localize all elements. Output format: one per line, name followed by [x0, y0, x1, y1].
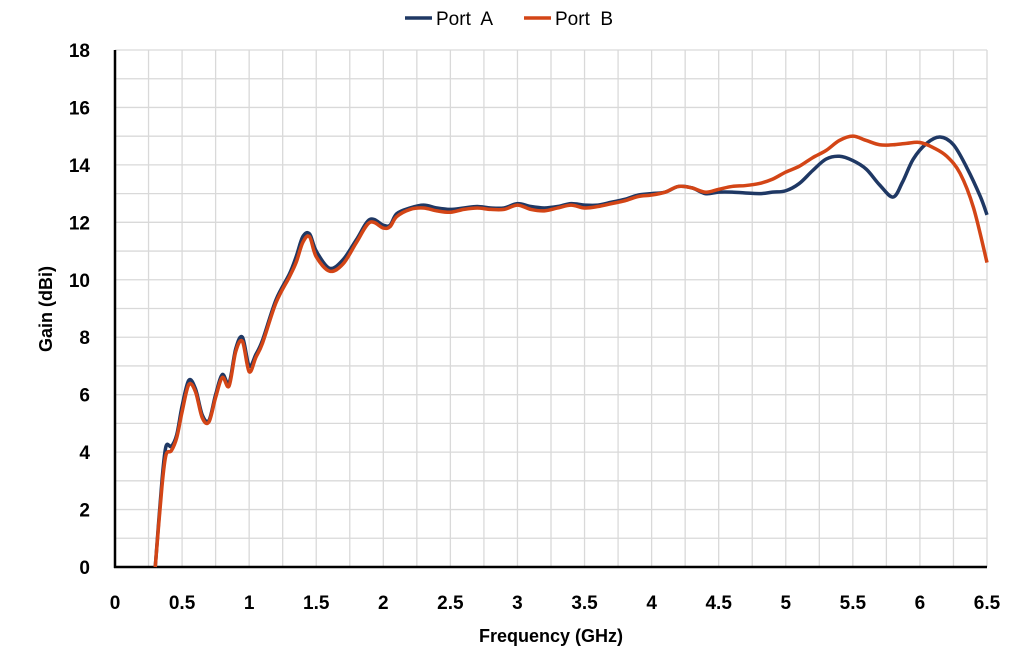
y-tick-label: 14	[69, 156, 91, 177]
y-tick-label: 0	[79, 558, 90, 579]
x-tick-label: 5	[780, 593, 791, 614]
y-tick-label: 18	[69, 41, 90, 62]
x-tick-label: 0	[110, 593, 121, 614]
x-tick-label: 1	[244, 593, 255, 614]
x-tick-label: 6.5	[974, 593, 1001, 614]
axes	[113, 50, 987, 569]
legend: Port A Port B	[405, 9, 613, 30]
x-tick-label: 1.5	[303, 593, 330, 614]
x-tick-label: 0.5	[169, 593, 196, 614]
x-tick-label: 2.5	[437, 593, 464, 614]
y-tick-label: 4	[79, 443, 90, 464]
y-tick-label: 12	[69, 213, 90, 234]
y-tick-label: 10	[69, 271, 90, 292]
legend-label-port-a: Port A	[436, 9, 493, 30]
x-tick-label: 3	[512, 593, 523, 614]
series-line-port-b	[153, 134, 989, 568]
x-tick-labels: 0 0.5 1 1.5 2 2.5 3 3.5 4 4.5 5 5.5 6 6.5	[110, 593, 1001, 614]
x-tick-label: 5.5	[840, 593, 867, 614]
x-tick-label: 4	[646, 593, 657, 614]
series-lines	[153, 134, 989, 568]
x-tick-label: 3.5	[571, 593, 598, 614]
y-axis-label: Gain (dBi)	[36, 266, 56, 352]
series-line-port-a	[153, 135, 989, 568]
grid	[115, 49, 988, 567]
y-tick-label: 8	[79, 328, 90, 349]
x-tick-label: 6	[915, 593, 926, 614]
x-tick-label: 4.5	[705, 593, 732, 614]
x-tick-label: 2	[378, 593, 389, 614]
y-tick-labels: 0 2 4 6 8 10 12 14 16 18	[69, 41, 91, 579]
y-tick-label: 6	[79, 386, 90, 407]
y-tick-label: 2	[79, 501, 90, 522]
legend-label-port-b: Port B	[555, 9, 613, 30]
x-axis-label: Frequency (GHz)	[479, 626, 623, 646]
y-tick-label: 16	[69, 98, 90, 119]
